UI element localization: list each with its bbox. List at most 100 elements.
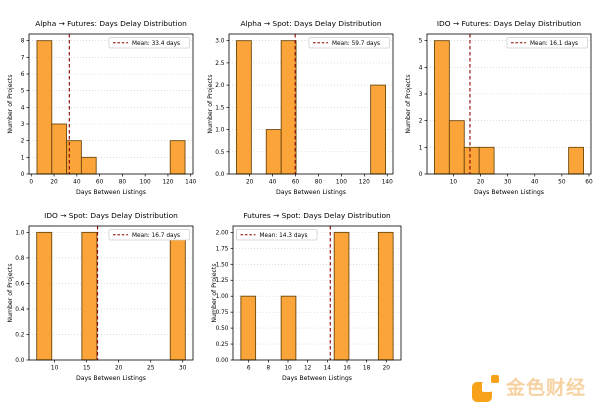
y-tick-label: 1.0 <box>15 230 25 236</box>
y-tick-label: 0.0 <box>215 172 225 178</box>
x-tick-label: 140 <box>382 180 393 186</box>
y-tick-label: 1.50 <box>216 262 229 268</box>
y-tick-label: 0.2 <box>15 332 25 338</box>
watermark-jinse-finance: 金色财经 <box>471 375 586 402</box>
y-tick-label: 0.50 <box>216 326 229 332</box>
y-tick-label: 0.4 <box>15 307 25 313</box>
jinse-logo-small-square <box>490 375 499 383</box>
x-tick-label: 12 <box>304 366 312 372</box>
x-tick-label: 80 <box>315 180 323 186</box>
legend-label: Mean: 16.1 days <box>530 41 578 47</box>
y-tick-label: 2.00 <box>216 230 229 236</box>
legend-box <box>308 37 390 49</box>
chart-svg: 20 40 60 80 100 120 140 0.0 0.5 1.0 1.5 2.0 2.5 3.0 Al… <box>207 19 394 196</box>
chart-svg: 10 15 20 25 30 0.0 0.2 0.4 0.6 0.8 1.0 IDO → Spot: … <box>7 211 194 382</box>
x-tick-label: 60 <box>585 180 593 186</box>
y-tick-label: 2.0 <box>215 83 225 89</box>
x-tick-label: 140 <box>185 180 196 186</box>
x-tick-label: 60 <box>96 180 104 186</box>
x-tick-label: 20 <box>50 180 58 186</box>
histogram-bar <box>36 40 53 175</box>
x-axis-label: Days Between Listings <box>76 375 146 382</box>
histogram-bar <box>169 140 186 175</box>
y-axis-label: Number of Projects <box>211 263 218 322</box>
x-tick-label: 0 <box>29 180 33 186</box>
chart-alpha-spot: 20 40 60 80 100 120 140 0.0 0.5 1.0 1.5 2.0 2.5 3.0 Al… <box>204 8 398 202</box>
x-tick-label: 18 <box>363 366 371 372</box>
y-tick-label: 0.8 <box>15 256 25 262</box>
x-tick-label: 50 <box>558 180 566 186</box>
x-tick-label: 6 <box>247 366 251 372</box>
histogram-bar <box>333 231 350 361</box>
x-tick-label: 10 <box>51 366 59 372</box>
histogram-bar <box>51 123 68 175</box>
legend-box <box>506 37 588 49</box>
x-tick-label: 100 <box>140 180 151 186</box>
x-tick-label: 10 <box>450 180 458 186</box>
y-tick-label: 3 <box>419 92 423 98</box>
x-axis-label: Days Between Listings <box>282 375 352 382</box>
y-tick-label: 0.00 <box>216 358 229 364</box>
chart-svg: 10 20 30 40 50 60 0 1 2 3 4 5 IDO → Futures: Days De… <box>405 19 593 196</box>
x-tick-label: 60 <box>292 180 300 186</box>
x-tick-label: 20 <box>383 366 391 372</box>
x-tick-label: 10 <box>284 366 292 372</box>
y-axis-label: Number of Projects <box>405 74 412 133</box>
y-tick-label: 1.25 <box>216 278 229 284</box>
legend-label: Mean: 14.3 days <box>260 233 308 239</box>
legend-label: Mean: 16.7 days <box>132 233 180 239</box>
x-tick-label: 40 <box>269 180 277 186</box>
y-tick-label: 0.75 <box>216 310 229 316</box>
y-tick-label: 1 <box>21 155 25 161</box>
y-tick-label: 2 <box>419 119 423 125</box>
histogram-bar <box>169 231 186 361</box>
histogram-bar <box>377 231 394 361</box>
chart-title: Futures → Spot: Days Delay Distribution <box>243 211 391 220</box>
x-tick-label: 16 <box>343 366 351 372</box>
x-tick-label: 20 <box>246 180 254 186</box>
y-tick-label: 0.6 <box>15 281 25 287</box>
histogram-bar <box>236 40 252 175</box>
x-tick-label: 20 <box>477 180 485 186</box>
y-axis-label: Number of Projects <box>7 263 14 322</box>
histogram-bar <box>36 231 53 361</box>
y-tick-label: 0.5 <box>215 150 225 156</box>
x-tick-label: 8 <box>267 366 271 372</box>
histogram-bar <box>370 84 386 175</box>
legend-box <box>108 37 190 49</box>
x-tick-label: 25 <box>147 366 155 372</box>
chart-svg: 6 8 10 12 14 16 18 20 0.00 0.25 0.50 0.75 1.00 1.25 1.… <box>211 211 402 382</box>
x-axis-label: Days Between Listings <box>76 189 146 196</box>
x-tick-label: 15 <box>83 366 91 372</box>
legend-label: Mean: 33.4 days <box>132 41 180 47</box>
watermark-text: 金色财经 <box>505 377 586 399</box>
chart-title: Alpha → Spot: Days Delay Distribution <box>241 19 382 28</box>
histogram-bar <box>280 295 297 361</box>
y-tick-label: 6 <box>21 72 25 78</box>
x-tick-label: 30 <box>179 366 187 372</box>
x-tick-label: 14 <box>324 366 332 372</box>
y-tick-label: 0 <box>21 172 25 178</box>
plot-border <box>28 33 194 175</box>
y-tick-label: 1.75 <box>216 246 229 252</box>
y-tick-label: 5 <box>419 39 423 45</box>
histogram-bar <box>81 231 98 361</box>
x-tick-label: 40 <box>73 180 81 186</box>
histogram-bar <box>280 40 297 175</box>
legend-box <box>108 229 190 241</box>
y-tick-label: 4 <box>419 65 423 71</box>
histogram-bar <box>448 120 465 175</box>
y-axis-label: Number of Projects <box>7 74 14 133</box>
histogram-bar <box>434 40 450 175</box>
histogram-bar <box>80 156 97 175</box>
legend-box <box>236 229 318 241</box>
histogram-bar <box>478 146 495 175</box>
chart-svg: 0 20 40 60 80 100 120 140 0 1 2 3 4 5 6 7 8 Alpha → Futur… <box>7 19 197 196</box>
y-tick-label: 0 <box>419 172 423 178</box>
chart-ido-spot: 10 15 20 25 30 0.0 0.2 0.4 0.6 0.8 1.0 IDO → Spot: … <box>4 200 198 388</box>
x-tick-label: 120 <box>359 180 370 186</box>
y-tick-label: 3.0 <box>215 39 225 45</box>
plot-border <box>232 225 402 361</box>
x-tick-label: 20 <box>115 366 123 372</box>
chart-title: Alpha → Futures: Days Delay Distribution <box>35 19 187 28</box>
